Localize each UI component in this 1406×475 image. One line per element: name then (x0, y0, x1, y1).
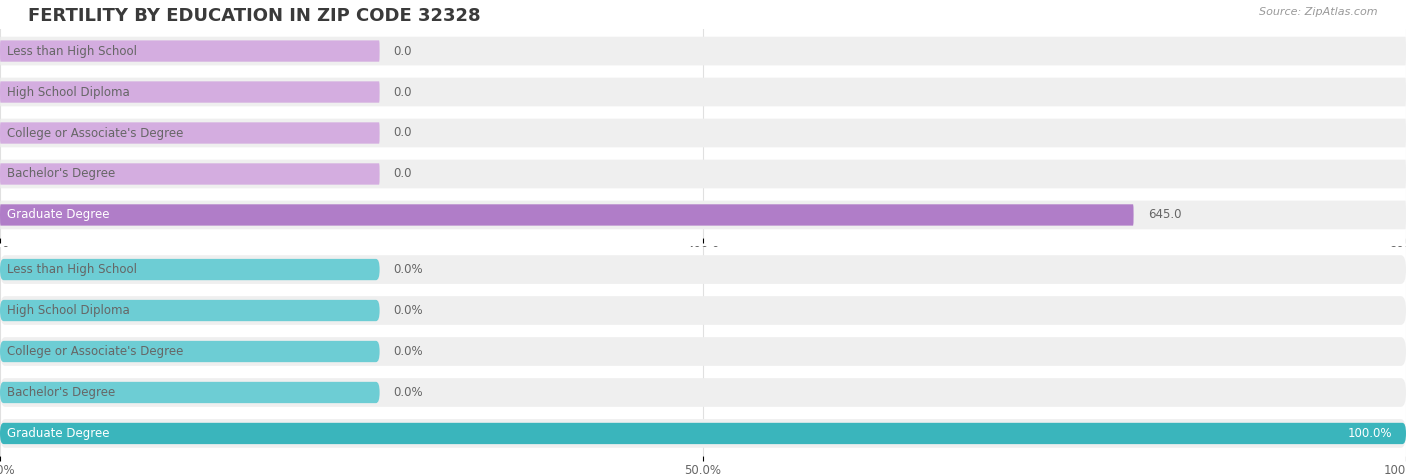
Text: High School Diploma: High School Diploma (7, 304, 129, 317)
FancyBboxPatch shape (0, 341, 380, 362)
Text: 0.0: 0.0 (394, 86, 412, 98)
Text: 0.0%: 0.0% (394, 345, 423, 358)
FancyBboxPatch shape (0, 259, 380, 280)
Text: 0.0: 0.0 (394, 168, 412, 180)
FancyBboxPatch shape (0, 119, 1406, 147)
Text: Graduate Degree: Graduate Degree (7, 209, 110, 221)
FancyBboxPatch shape (0, 160, 1406, 188)
Text: 0.0%: 0.0% (394, 386, 423, 399)
Text: College or Associate's Degree: College or Associate's Degree (7, 126, 183, 140)
Text: FERTILITY BY EDUCATION IN ZIP CODE 32328: FERTILITY BY EDUCATION IN ZIP CODE 32328 (28, 7, 481, 25)
FancyBboxPatch shape (0, 81, 380, 103)
FancyBboxPatch shape (0, 200, 1406, 229)
Text: 0.0%: 0.0% (394, 263, 423, 276)
Text: 100.0%: 100.0% (1347, 427, 1392, 440)
FancyBboxPatch shape (0, 423, 1406, 444)
FancyBboxPatch shape (0, 123, 380, 143)
Text: College or Associate's Degree: College or Associate's Degree (7, 345, 183, 358)
FancyBboxPatch shape (0, 378, 1406, 407)
FancyBboxPatch shape (0, 163, 380, 185)
Text: 0.0%: 0.0% (394, 304, 423, 317)
Text: 0.0: 0.0 (394, 126, 412, 140)
Text: Graduate Degree: Graduate Degree (7, 427, 110, 440)
FancyBboxPatch shape (0, 78, 1406, 106)
Text: Source: ZipAtlas.com: Source: ZipAtlas.com (1260, 7, 1378, 17)
FancyBboxPatch shape (0, 40, 380, 62)
FancyBboxPatch shape (0, 382, 380, 403)
Text: 645.0: 645.0 (1147, 209, 1181, 221)
Text: Less than High School: Less than High School (7, 263, 136, 276)
FancyBboxPatch shape (0, 300, 380, 321)
Text: 0.0: 0.0 (394, 45, 412, 57)
FancyBboxPatch shape (0, 296, 1406, 325)
FancyBboxPatch shape (0, 419, 1406, 448)
FancyBboxPatch shape (0, 255, 1406, 284)
Text: Bachelor's Degree: Bachelor's Degree (7, 386, 115, 399)
Text: Bachelor's Degree: Bachelor's Degree (7, 168, 115, 180)
FancyBboxPatch shape (0, 37, 1406, 66)
FancyBboxPatch shape (0, 337, 1406, 366)
Text: Less than High School: Less than High School (7, 45, 136, 57)
Text: High School Diploma: High School Diploma (7, 86, 129, 98)
FancyBboxPatch shape (0, 204, 1133, 226)
